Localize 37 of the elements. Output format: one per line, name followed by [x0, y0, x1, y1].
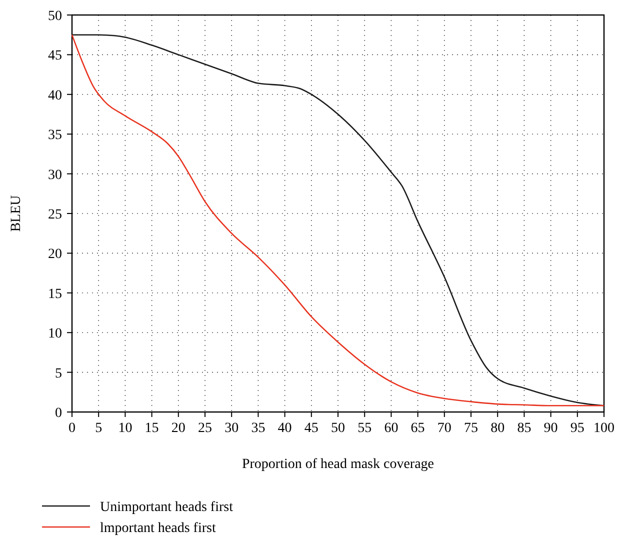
y-axis-title: BLEU	[9, 195, 24, 232]
y-tick-label: 45	[48, 48, 62, 64]
x-tick-label: 85	[517, 421, 532, 436]
x-tick-label: 65	[410, 421, 425, 436]
x-tick-label: 80	[490, 421, 505, 436]
x-tick-label: 70	[437, 421, 452, 436]
legend-label: lmportant heads first	[100, 521, 216, 536]
y-tick-label: 5	[55, 366, 62, 382]
y-tick-label: 35	[48, 128, 62, 144]
x-tick-label: 40	[278, 421, 292, 436]
y-tick-label: 25	[48, 208, 62, 222]
x-tick-label: 90	[544, 421, 558, 436]
x-tick-label: 95	[570, 421, 584, 436]
x-tick-label: 5	[95, 421, 102, 436]
x-tick-label: 20	[171, 421, 186, 436]
x-tick-label: 0	[68, 421, 76, 436]
y-tick-label: 0	[55, 406, 62, 421]
legend-label: Unimportant heads first	[100, 500, 234, 515]
x-tick-label: 35	[251, 421, 266, 436]
x-tick-label: 55	[358, 421, 372, 436]
x-tick-label: 15	[144, 421, 159, 436]
x-tick-label: 75	[464, 421, 478, 436]
y-tick-label: 10	[48, 326, 62, 342]
y-tick-label: 40	[48, 88, 62, 104]
x-tick-label: 30	[224, 421, 239, 436]
y-tick-label: 30	[48, 168, 62, 183]
x-tick-label: 10	[118, 421, 132, 436]
y-tick-label: 20	[48, 247, 62, 262]
x-axis-title: Proportion of head mask coverage	[242, 457, 434, 472]
y-tick-label: 50	[48, 9, 62, 24]
x-tick-label: 45	[304, 421, 318, 436]
x-tick-label: 50	[331, 421, 345, 436]
x-tick-label: 60	[384, 421, 398, 436]
x-tick-label: 25	[198, 421, 212, 436]
line-series	[71, 34, 605, 406]
x-tick-label: 100	[594, 421, 614, 436]
y-tick-label: 15	[48, 286, 62, 302]
